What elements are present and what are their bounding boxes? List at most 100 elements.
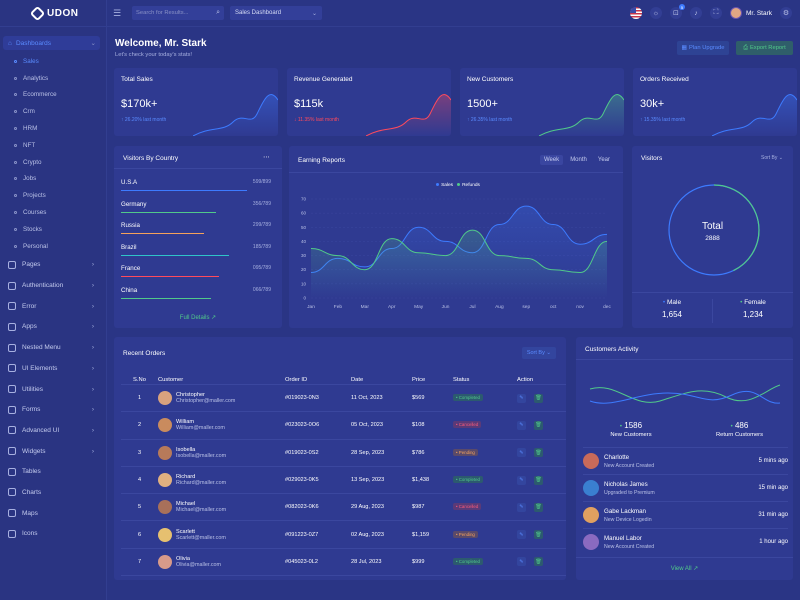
activity-item[interactable]: Nicholas James Upgraded to Premium 15 min … xyxy=(583,474,788,501)
table-row[interactable]: 2 William William@maller.com #023023-0O6 05 … xyxy=(121,412,566,440)
activity-item[interactable]: Gabe Lackman New Device Logedin 31 min ago xyxy=(583,501,788,528)
search-input[interactable]: Search for Results... ⌕ xyxy=(132,6,224,20)
sidebar-item-ecommerce[interactable]: Ecommerce xyxy=(0,87,106,104)
sidebar-item-authentication[interactable]: Authentication › xyxy=(0,275,106,296)
language-flag-icon[interactable] xyxy=(629,7,642,19)
theme-toggle-icon[interactable]: ☼ xyxy=(649,7,662,19)
return-customers-line xyxy=(589,390,781,404)
edit-button[interactable]: ✎ xyxy=(517,475,526,485)
sidebar-item-hrm[interactable]: HRM xyxy=(0,120,106,137)
sort-by-dropdown[interactable]: Sort By ⌄ xyxy=(761,155,783,161)
more-options-icon[interactable]: ⋯ xyxy=(263,154,270,161)
full-details-label: Full Details xyxy=(179,315,210,321)
chevron-right-icon: › xyxy=(91,261,94,269)
sidebar-item-utilities[interactable]: Utilities › xyxy=(0,379,106,400)
delete-button[interactable]: 🗑 xyxy=(534,393,543,403)
tab-month[interactable]: Month xyxy=(570,157,587,163)
edit-button[interactable]: ✎ xyxy=(517,420,526,430)
customers-title: Customers Activity xyxy=(585,346,639,353)
customer-avatar xyxy=(158,473,172,488)
legend-item[interactable]: Refunds xyxy=(453,183,480,188)
nav-dashboards[interactable]: ⌂ Dashboards ⌄ xyxy=(3,36,100,50)
external-link-icon: ↗ xyxy=(211,315,217,321)
sidebar-item-personal[interactable]: Personal xyxy=(0,238,106,255)
logo[interactable]: UDON xyxy=(0,0,106,27)
customer-avatar xyxy=(158,500,172,515)
status-dot-icon: • xyxy=(456,395,459,401)
edit-button[interactable]: ✎ xyxy=(517,502,526,512)
sidebar-item-nested-menu[interactable]: Nested Menu › xyxy=(0,337,106,358)
visitors-card: Visitors Sort By ⌄ Total 2888 • Male 1,6… xyxy=(632,146,793,328)
tab-year[interactable]: Year xyxy=(597,157,610,163)
activity-item[interactable]: Charlotte New Account Created 5 mins ago xyxy=(583,447,788,474)
status-cell: • Pending xyxy=(453,448,517,456)
y-tick-label: 60 xyxy=(301,211,307,216)
bullet-icon xyxy=(14,127,17,131)
edit-button[interactable]: ✎ xyxy=(517,530,526,540)
full-details-link[interactable]: Full Details ↗ xyxy=(114,314,282,321)
edit-button[interactable]: ✎ xyxy=(517,448,526,458)
activity-item[interactable]: Manuel Labor New Account Created 1 hour ag… xyxy=(583,528,788,555)
table-row[interactable]: 5 Michael Michael@maller.com #082023-0K6 29 … xyxy=(121,494,566,522)
row-number: 4 xyxy=(137,477,142,484)
sidebar-item-pages[interactable]: Pages › xyxy=(0,255,106,276)
action-cell: ✎ 🗑 xyxy=(517,420,566,430)
sidebar-item-analytics[interactable]: Analytics xyxy=(0,70,106,87)
sidebar-item-label: Advanced UI xyxy=(22,426,60,434)
export-report-button[interactable]: ⎙ Export Report xyxy=(736,41,793,55)
error-icon xyxy=(8,302,16,311)
sidebar-item-forms[interactable]: Forms › xyxy=(0,399,106,420)
delete-button[interactable]: 🗑 xyxy=(534,475,543,485)
edit-button[interactable]: ✎ xyxy=(517,393,526,403)
user-avatar[interactable] xyxy=(729,7,742,19)
user-name[interactable]: Mr. Stark xyxy=(745,9,772,17)
plan-upgrade-button[interactable]: ▦ Plan Upgrade xyxy=(677,41,729,55)
sidebar-item-advanced-ui[interactable]: Advanced UI › xyxy=(0,420,106,441)
sidebar-item-crm[interactable]: Crm xyxy=(0,103,106,120)
settings-gear-icon[interactable]: ⚙ xyxy=(780,7,792,19)
edit-button[interactable]: ✎ xyxy=(517,557,526,567)
sort-by-button[interactable]: Sort By ⌄ xyxy=(521,347,556,359)
delete-button[interactable]: 🗑 xyxy=(534,530,543,540)
fullscreen-icon[interactable]: ⛶ xyxy=(709,7,722,19)
sidebar-item-nft[interactable]: NFT xyxy=(0,137,106,154)
sidebar-item-projects[interactable]: Projects xyxy=(0,187,106,204)
sidebar-item-icons[interactable]: Icons xyxy=(0,524,106,545)
sidebar-item-error[interactable]: Error › xyxy=(0,296,106,317)
sidebar-item-courses[interactable]: Courses xyxy=(0,204,106,221)
status-text: Completed xyxy=(458,395,480,401)
delete-button[interactable]: 🗑 xyxy=(534,420,543,430)
delete-button[interactable]: 🗑 xyxy=(534,448,543,458)
sidebar-item-ui-elements[interactable]: UI Elements › xyxy=(0,358,106,379)
sidebar-item-jobs[interactable]: Jobs xyxy=(0,171,106,188)
new-customers-line xyxy=(589,384,781,403)
tab-week[interactable]: Week xyxy=(539,155,564,165)
x-tick-label: May xyxy=(414,304,424,310)
sidebar-item-maps[interactable]: Maps xyxy=(0,503,106,524)
view-all-link[interactable]: View All ↗ xyxy=(576,565,793,572)
sidebar-item-apps[interactable]: Apps › xyxy=(0,317,106,338)
menu-toggle-icon[interactable]: ☰ xyxy=(113,7,122,18)
sidebar-item-crypto[interactable]: Crypto xyxy=(0,154,106,171)
export-icon: ⎙ xyxy=(743,44,748,51)
delete-button[interactable]: 🗑 xyxy=(534,557,543,567)
table-row[interactable]: 7 Olivia Olivia@maller.com #045023-0L2 28 Ju… xyxy=(121,549,566,577)
notification-bell-icon[interactable]: ♪ xyxy=(689,7,702,19)
row-number: 3 xyxy=(137,449,142,456)
delete-button[interactable]: 🗑 xyxy=(534,502,543,512)
sidebar-item-sales[interactable]: Sales xyxy=(0,53,106,70)
sidebar-item-tables[interactable]: Tables xyxy=(0,461,106,482)
sidebar-item-charts[interactable]: Charts xyxy=(0,482,106,503)
sidebar-item-widgets[interactable]: Widgets › xyxy=(0,441,106,462)
search-icon[interactable]: ⌕ xyxy=(216,9,220,16)
table-row[interactable]: 3 Isobella Isobella@maller.com #019023-0S2 2… xyxy=(121,440,566,467)
table-row[interactable]: 6 Scarlett Scarlett@maller.com #091223-0Z7 0… xyxy=(121,521,566,549)
sidebar-item-stocks[interactable]: Stocks xyxy=(0,221,106,238)
table-row[interactable]: 1 Christopher Christopher@maller.com #01902… xyxy=(121,385,566,413)
cart-icon[interactable]: ⊡ 5 xyxy=(669,4,685,19)
legend-item[interactable]: Sales xyxy=(432,183,453,188)
dashboard-select[interactable]: Sales Dashboard ⌄ xyxy=(230,6,322,20)
logo-icon xyxy=(29,5,46,21)
pages-icon xyxy=(8,260,16,269)
table-row[interactable]: 4 Richard Richard@maller.com #029023-0K5 13 … xyxy=(121,467,566,495)
